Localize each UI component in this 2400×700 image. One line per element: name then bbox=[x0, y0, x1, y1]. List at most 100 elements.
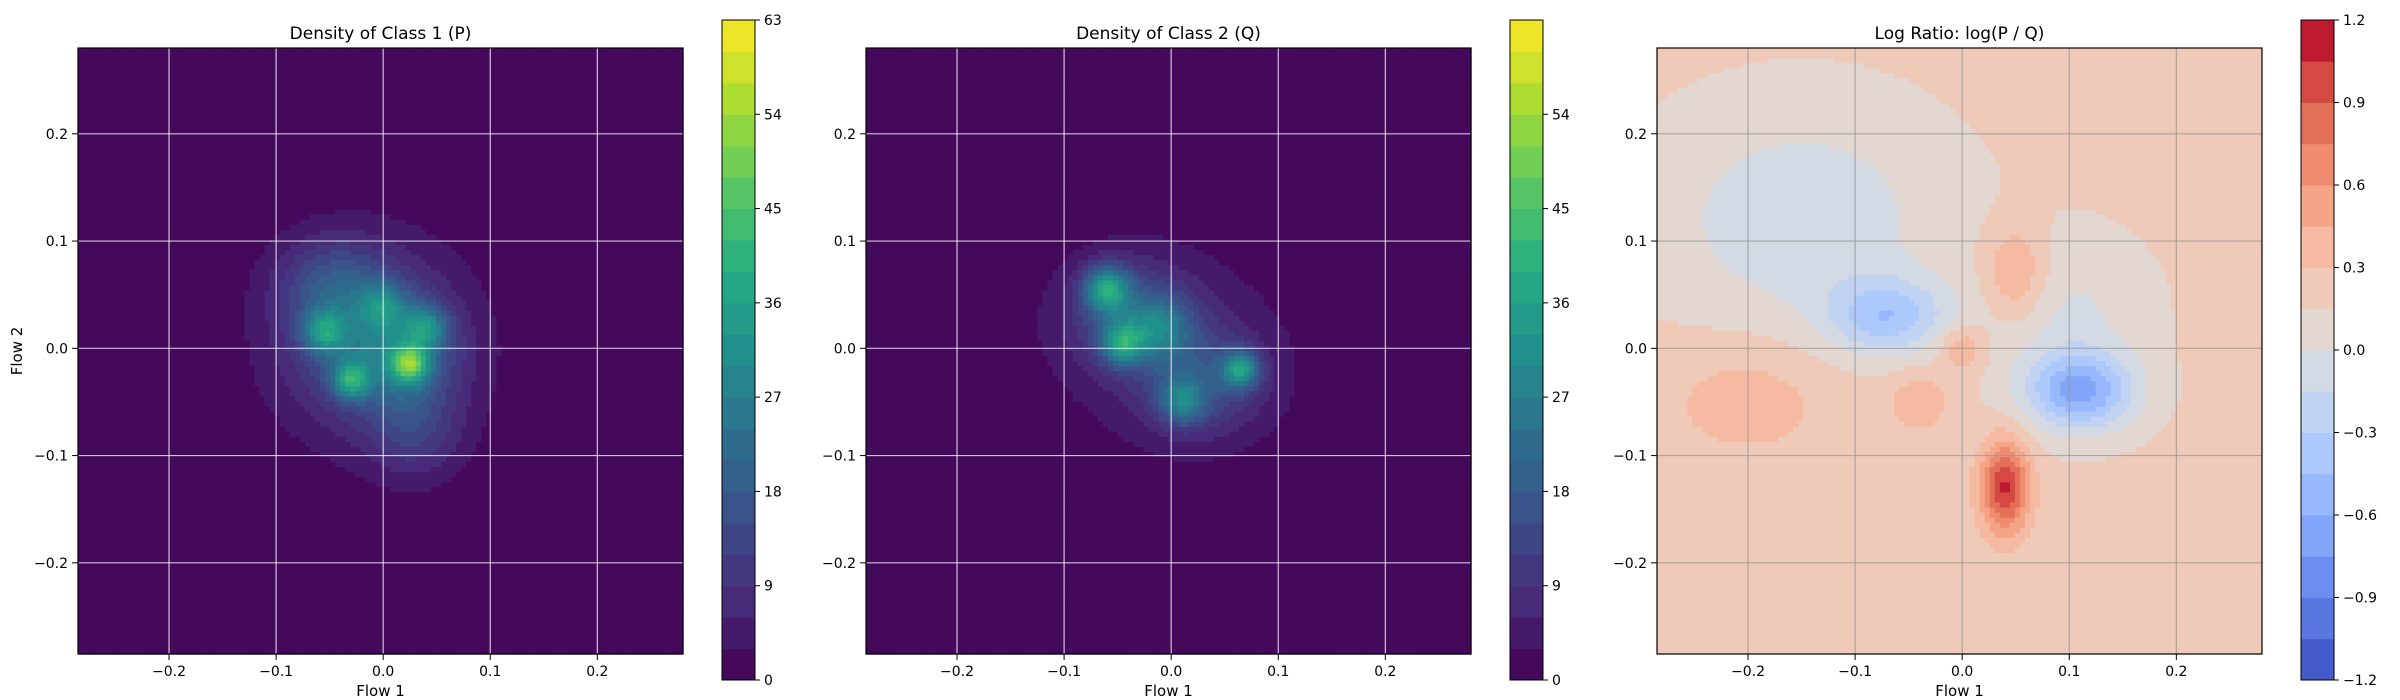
contour-cell bbox=[275, 497, 281, 503]
contour-cell bbox=[144, 179, 150, 185]
contour-cell bbox=[133, 518, 139, 524]
contour-cell bbox=[108, 422, 114, 428]
contour-cell bbox=[159, 78, 165, 84]
contour-cell bbox=[108, 295, 114, 301]
contour-cell bbox=[123, 78, 129, 84]
contour-cell bbox=[78, 639, 84, 645]
contour-cell bbox=[179, 341, 185, 347]
contour-cell bbox=[118, 88, 124, 94]
contour-cell bbox=[179, 326, 185, 332]
contour-cell bbox=[133, 285, 139, 291]
contour-cell bbox=[214, 53, 220, 59]
contour-cell bbox=[209, 134, 215, 140]
contour-cell bbox=[78, 331, 84, 337]
contour-cell bbox=[285, 250, 291, 256]
contour-cell bbox=[270, 371, 276, 377]
contour-cell bbox=[149, 533, 155, 539]
contour-cell bbox=[128, 144, 134, 150]
contour-cell bbox=[209, 326, 215, 332]
contour-cell bbox=[265, 588, 271, 594]
contour-cell bbox=[123, 290, 129, 296]
contour-cell bbox=[108, 629, 114, 635]
contour-cell bbox=[244, 472, 250, 478]
contour-cell bbox=[229, 386, 235, 392]
contour-cell bbox=[83, 437, 89, 443]
contour-cell bbox=[249, 412, 255, 418]
contour-cell bbox=[108, 371, 114, 377]
contour-cell bbox=[275, 432, 281, 438]
contour-cell bbox=[174, 593, 180, 599]
contour-cell bbox=[128, 477, 134, 483]
contour-cell bbox=[239, 194, 245, 200]
contour-cell bbox=[199, 225, 205, 231]
contour-cell bbox=[128, 93, 134, 99]
contour-cell bbox=[118, 265, 124, 271]
contour-cell bbox=[244, 220, 250, 226]
contour-cell bbox=[189, 99, 195, 105]
contour-cell bbox=[285, 220, 291, 226]
contour-cell bbox=[194, 220, 200, 226]
contour-cell bbox=[270, 593, 276, 599]
contour-cell bbox=[270, 280, 276, 286]
contour-cell bbox=[174, 598, 180, 604]
contour-cell bbox=[98, 356, 104, 362]
contour-cell bbox=[265, 492, 271, 498]
contour-cell bbox=[275, 407, 281, 413]
contour-cell bbox=[149, 614, 155, 620]
contour-cell bbox=[265, 48, 271, 54]
contour-cell bbox=[118, 417, 124, 423]
contour-cell bbox=[260, 275, 266, 281]
contour-cell bbox=[209, 255, 215, 261]
contour-cell bbox=[123, 624, 129, 630]
contour-cell bbox=[154, 301, 160, 307]
contour-cell bbox=[88, 619, 94, 625]
contour-cell bbox=[108, 391, 114, 397]
contour-cell bbox=[260, 326, 266, 332]
contour-cell bbox=[209, 467, 215, 473]
contour-cell bbox=[214, 482, 220, 488]
contour-cell bbox=[204, 492, 210, 498]
contour-cell bbox=[234, 639, 240, 645]
contour-cell bbox=[204, 265, 210, 271]
contour-cell bbox=[214, 321, 220, 327]
contour-cell bbox=[254, 119, 260, 125]
contour-cell bbox=[239, 336, 245, 342]
contour-cell bbox=[234, 321, 240, 327]
contour-cell bbox=[103, 114, 109, 120]
contour-cell bbox=[204, 260, 210, 266]
contour-cell bbox=[149, 265, 155, 271]
contour-cell bbox=[219, 452, 225, 458]
contour-cell bbox=[249, 48, 255, 54]
contour-cell bbox=[194, 396, 200, 402]
contour-cell bbox=[159, 578, 165, 584]
contour-cell bbox=[260, 265, 266, 271]
contour-cell bbox=[229, 295, 235, 301]
contour-cell bbox=[78, 371, 84, 377]
contour-cell bbox=[229, 487, 235, 493]
contour-cell bbox=[209, 275, 215, 281]
contour-cell bbox=[113, 93, 119, 99]
contour-cell bbox=[149, 245, 155, 251]
contour-cell bbox=[144, 301, 150, 307]
contour-cell bbox=[224, 452, 230, 458]
contour-cell bbox=[88, 336, 94, 342]
contour-cell bbox=[139, 119, 145, 125]
contour-cell bbox=[149, 578, 155, 584]
contour-cell bbox=[139, 578, 145, 584]
contour-cell bbox=[144, 316, 150, 322]
contour-cell bbox=[234, 53, 240, 59]
contour-cell bbox=[194, 402, 200, 408]
contour-cell bbox=[280, 593, 286, 599]
contour-cell bbox=[133, 119, 139, 125]
contour-cell bbox=[214, 508, 220, 514]
contour-cell bbox=[189, 361, 195, 367]
contour-cell bbox=[93, 134, 99, 140]
contour-cell bbox=[174, 114, 180, 120]
contour-cell bbox=[219, 63, 225, 69]
contour-cell bbox=[244, 189, 250, 195]
contour-cell bbox=[93, 634, 99, 640]
contour-cell bbox=[179, 609, 185, 615]
contour-cell bbox=[83, 169, 89, 175]
contour-cell bbox=[204, 351, 210, 357]
contour-cell bbox=[234, 538, 240, 544]
